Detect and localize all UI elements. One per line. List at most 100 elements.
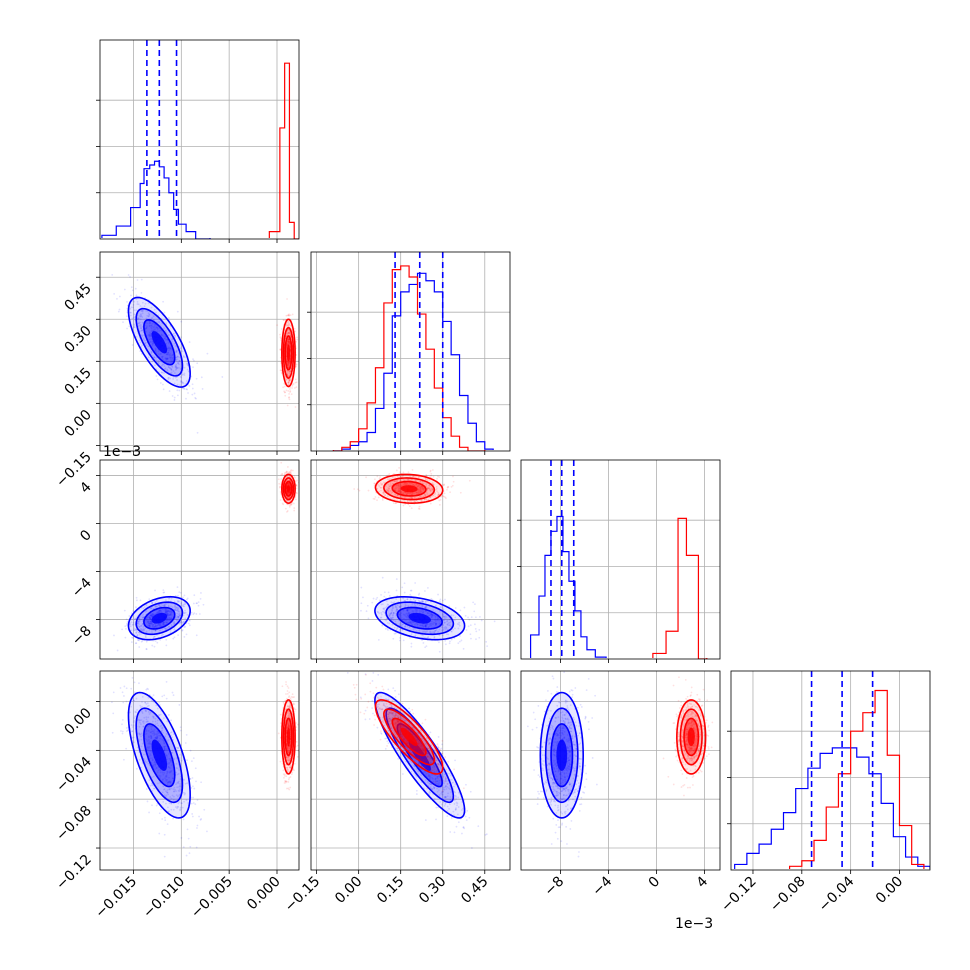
sample-point <box>278 482 281 485</box>
sample-point <box>403 614 406 616</box>
sample-point <box>175 358 177 361</box>
sample-point <box>295 485 298 487</box>
sample-point <box>150 317 153 320</box>
sample-point <box>414 600 417 602</box>
sample-point <box>192 366 194 369</box>
sample-point <box>288 371 291 374</box>
sample-point <box>136 746 139 749</box>
sample-point <box>178 780 180 783</box>
sample-point <box>155 626 158 628</box>
sample-point <box>431 482 434 484</box>
sample-point <box>422 489 425 491</box>
sample-point <box>145 327 148 330</box>
sample-point <box>288 393 290 395</box>
sample-point <box>423 493 426 496</box>
sample-point <box>138 322 141 325</box>
sample-point <box>141 614 144 617</box>
sample-point <box>446 486 449 489</box>
sample-point <box>437 630 439 633</box>
sample-point <box>140 291 143 294</box>
sample-point <box>178 360 181 363</box>
contour-level <box>286 485 291 493</box>
sample-point <box>158 624 161 627</box>
sample-point <box>422 630 425 633</box>
sample-point <box>179 806 182 809</box>
sample-point <box>149 340 152 343</box>
sample-point <box>166 613 169 616</box>
sample-point <box>165 802 167 805</box>
sample-point <box>399 628 401 631</box>
sample-point <box>189 749 192 752</box>
sample-point <box>194 767 197 770</box>
sample-point <box>135 631 138 634</box>
sample-point <box>392 637 395 640</box>
sample-point <box>145 728 148 731</box>
sample-point <box>388 487 391 490</box>
sample-point <box>165 621 168 624</box>
sample-point <box>280 478 283 480</box>
sample-point <box>397 484 400 486</box>
sample-point <box>150 731 152 734</box>
sample-point <box>411 610 414 612</box>
sample-point <box>153 787 156 790</box>
sample-point <box>200 781 202 784</box>
sample-point <box>159 622 162 625</box>
sample-point <box>169 357 172 360</box>
sample-point <box>293 509 296 512</box>
sample-point <box>408 608 410 611</box>
sample-point <box>402 623 404 626</box>
sample-point <box>166 778 169 781</box>
sample-point <box>365 476 367 479</box>
sample-point <box>149 625 152 628</box>
sample-point <box>150 735 152 737</box>
sample-point <box>172 694 175 697</box>
sample-point <box>166 618 169 621</box>
sample-point <box>168 597 170 600</box>
sample-point <box>164 619 167 622</box>
sample-point <box>397 483 400 486</box>
sample-point <box>164 357 167 360</box>
sample-point <box>150 750 153 753</box>
sample-point <box>436 618 439 621</box>
sample-point <box>425 498 428 500</box>
sample-point <box>424 494 427 496</box>
sample-point <box>121 719 124 721</box>
sample-point <box>173 342 176 345</box>
sample-point <box>439 598 442 601</box>
sample-point <box>158 713 160 716</box>
sample-point <box>165 342 168 345</box>
sample-point <box>157 353 160 356</box>
sample-point <box>159 775 162 777</box>
sample-point <box>158 604 161 607</box>
sample-point <box>380 594 382 596</box>
sample-point <box>403 491 405 494</box>
sample-point <box>162 778 164 781</box>
sample-point <box>138 721 141 724</box>
sample-point <box>493 620 496 623</box>
sample-point <box>111 273 114 276</box>
panel-border <box>99 459 300 660</box>
sample-point <box>433 614 435 617</box>
sample-point <box>192 785 194 788</box>
sample-point <box>442 615 445 618</box>
sample-point <box>418 485 421 488</box>
sample-point <box>168 761 171 764</box>
sample-point <box>169 610 172 612</box>
sample-point <box>426 623 429 625</box>
sample-point <box>182 387 184 390</box>
sample-point <box>170 731 173 733</box>
sample-point <box>392 483 394 485</box>
sample-point <box>165 733 168 735</box>
sample-point <box>283 382 286 385</box>
sample-point <box>399 476 402 478</box>
sample-point <box>142 630 145 632</box>
sample-point <box>376 596 379 599</box>
sample-point <box>436 490 439 493</box>
sample-point <box>165 680 168 683</box>
sample-point <box>414 609 417 612</box>
sample-point <box>440 606 443 609</box>
sample-point <box>157 623 160 626</box>
sample-point <box>171 354 174 356</box>
sample-point <box>438 476 441 478</box>
